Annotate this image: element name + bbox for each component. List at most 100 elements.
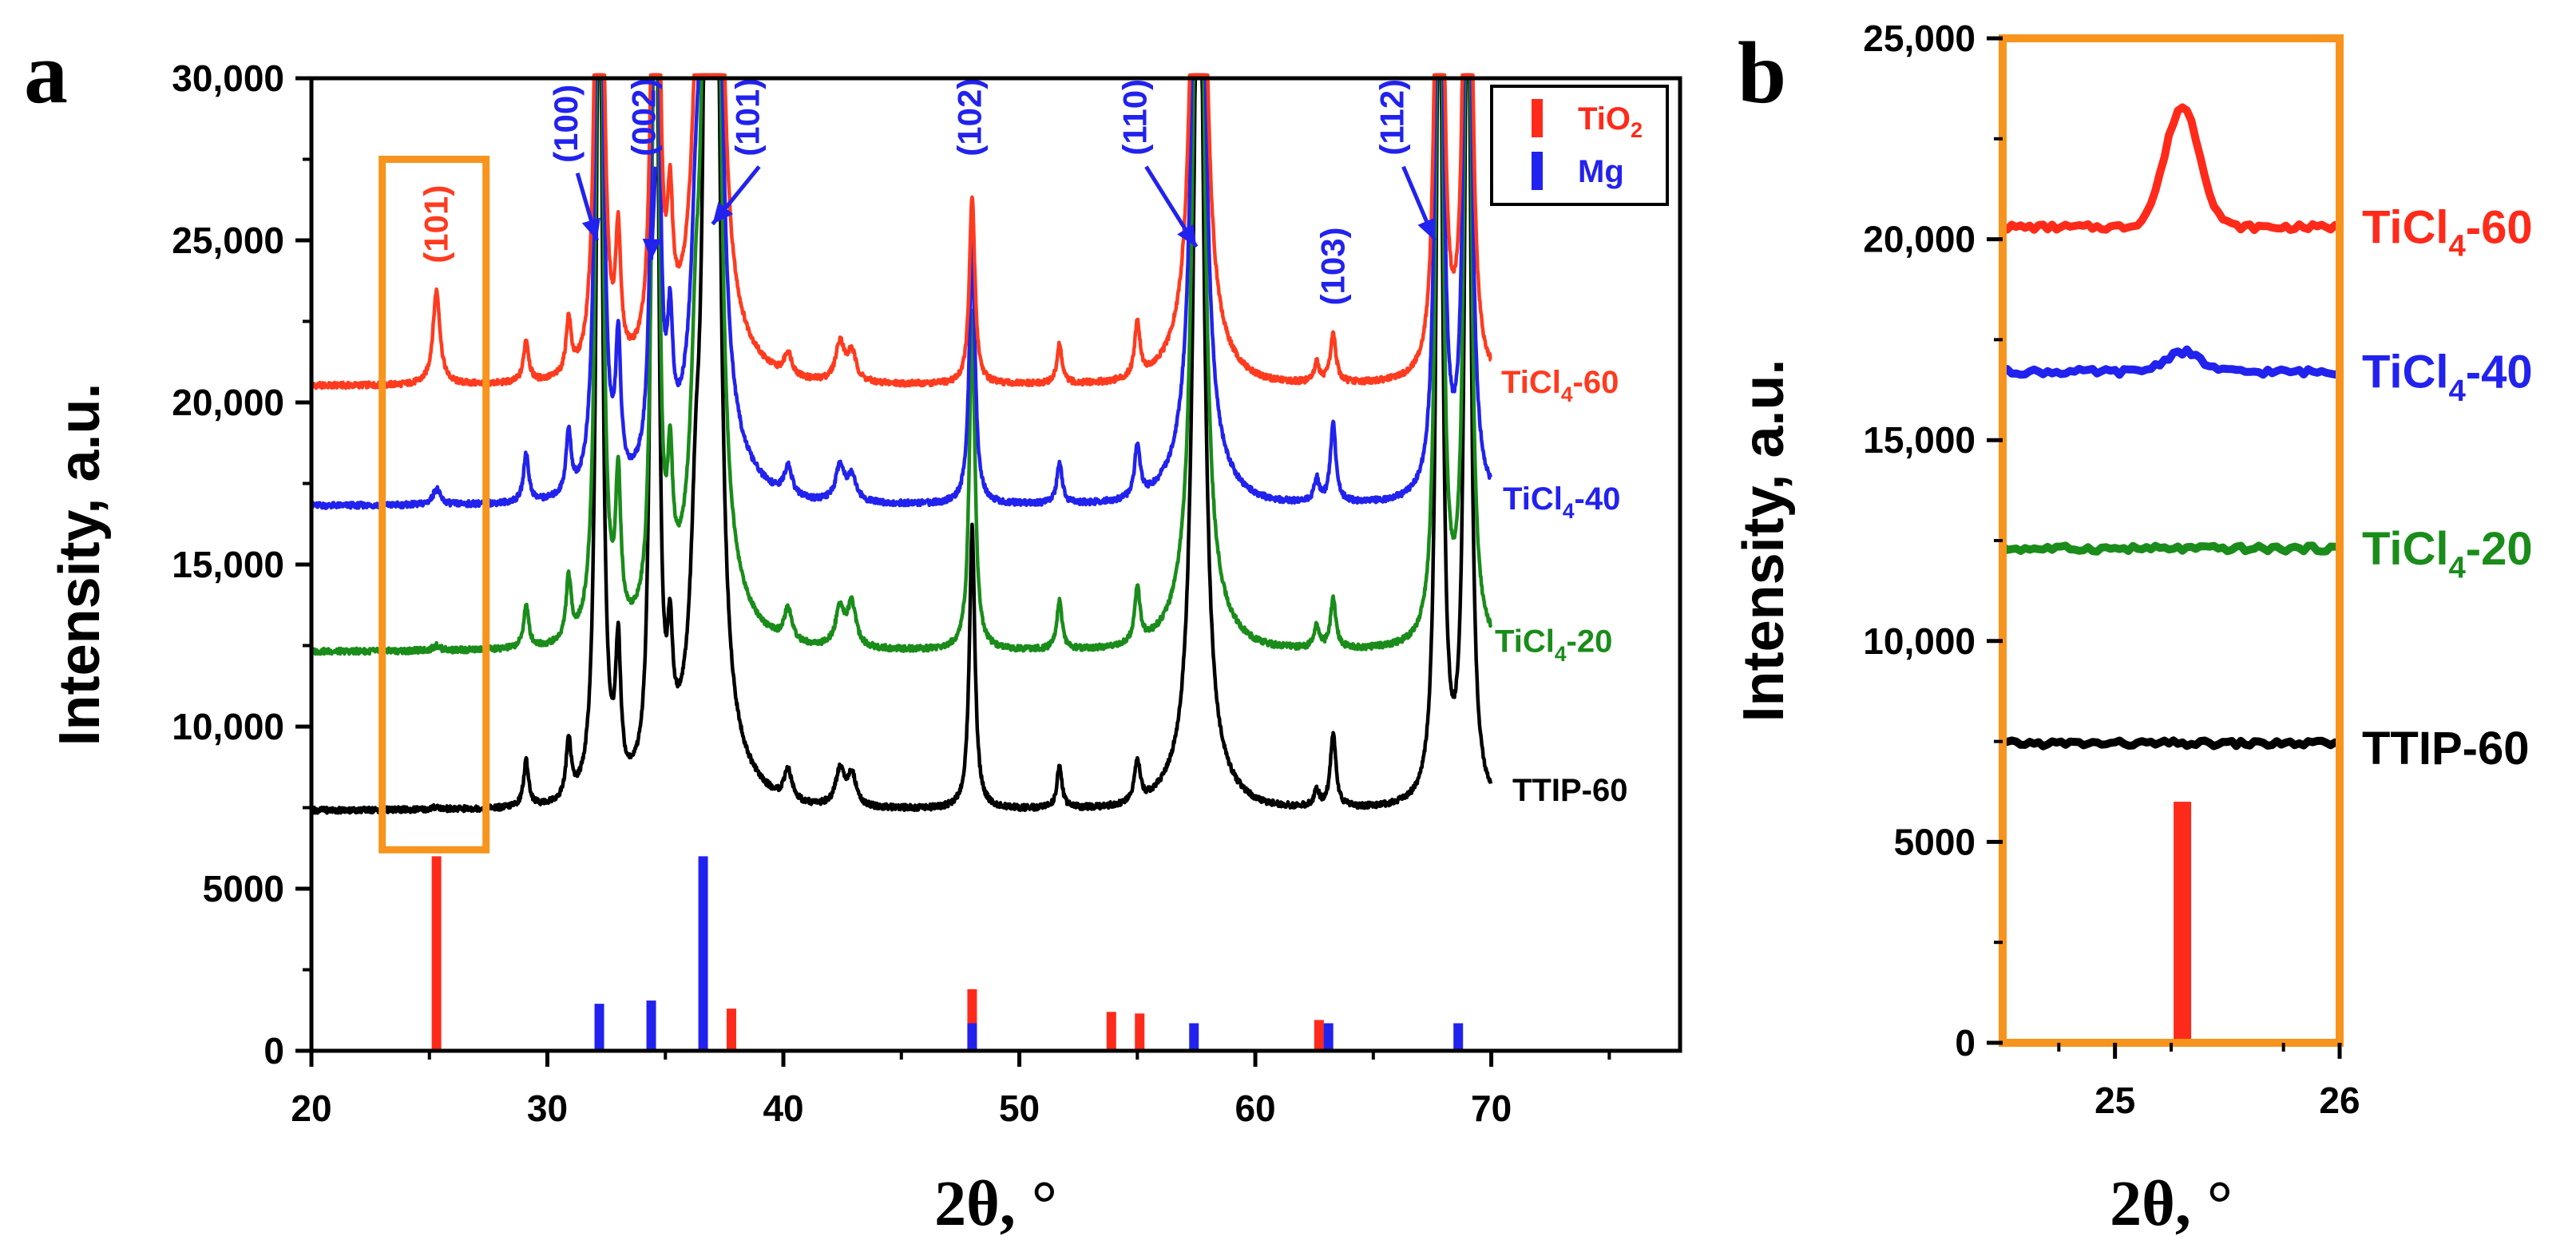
series-label-subscript: 4 bbox=[2449, 550, 2467, 584]
panel-a-reference-sticks bbox=[431, 856, 1464, 1051]
series-label-suffix: -60 bbox=[2466, 202, 2533, 254]
y-tick-label: 15,000 bbox=[172, 544, 284, 585]
hkl-annotation: (102) bbox=[950, 78, 988, 156]
series-label-subscript: 4 bbox=[1555, 642, 1567, 666]
panel-b: b 25 26 0 5000 10,000 15,000 20,000 25,000 TiCl… bbox=[1732, 18, 2533, 1239]
y-tick-label: 20,000 bbox=[172, 382, 284, 423]
arrow-head bbox=[1417, 217, 1436, 240]
series-label-main: TiCl bbox=[1495, 624, 1555, 660]
arrow-head bbox=[642, 238, 662, 260]
panel-b-axes: 25 26 0 5000 10,000 15,000 20,000 25,000 bbox=[1863, 18, 2360, 1121]
series-label-subscript: 4 bbox=[1563, 499, 1575, 523]
series-label-suffix: -40 bbox=[1575, 481, 1621, 517]
series-label-subscript: 4 bbox=[1561, 382, 1573, 406]
series-label-TTIP-60: TTIP-60 bbox=[2362, 723, 2530, 775]
x-tick-label: 20 bbox=[291, 1088, 331, 1129]
series-label-main: TTIP-60 bbox=[2362, 723, 2530, 775]
series-line-TiCl4-60 bbox=[309, 73, 1492, 390]
legend: TiO2 Mg bbox=[1490, 85, 1669, 206]
series-line-TTIP-60 bbox=[2002, 736, 2340, 751]
hkl-annotation: (112) bbox=[1373, 79, 1410, 156]
y-tick-label: 30,000 bbox=[172, 57, 284, 99]
panel-a-annotations: (101) (100) (002) (101) (102) (110) (103) (112) bbox=[418, 78, 1437, 306]
legend-label: Mg bbox=[1578, 154, 1624, 189]
reference-stick-Mg bbox=[1453, 1023, 1464, 1051]
series-label-TTIP-60: TTIP-60 bbox=[1512, 773, 1627, 808]
series-label-main: TiCl bbox=[1503, 481, 1563, 517]
arrow-head bbox=[1177, 224, 1197, 248]
x-tick-label: 30 bbox=[527, 1088, 568, 1129]
reference-stick-TiO2 bbox=[2174, 802, 2192, 1043]
panel-a-series bbox=[309, 73, 1493, 815]
y-tick-label: 10,000 bbox=[172, 706, 284, 747]
series-label-TiCl4-60: TiCl4-60 bbox=[2362, 202, 2533, 263]
y-tick-label: 5000 bbox=[1894, 821, 1976, 862]
reference-stick-TiO2 bbox=[431, 856, 442, 1051]
series-label-TiCl4-20: TiCl4-20 bbox=[2362, 523, 2533, 584]
reference-stick-Mg bbox=[967, 1023, 977, 1051]
series-label-subscript: 4 bbox=[2449, 374, 2467, 408]
legend-box bbox=[1490, 85, 1669, 206]
y-tick-label: 15,000 bbox=[1863, 419, 1976, 461]
panel-b-label: b bbox=[1738, 24, 1786, 121]
reference-stick-Mg bbox=[594, 1004, 604, 1051]
panel-a-axes: 20 30 40 50 60 70 0 5000 10,000 15,000 20,000 25,00… bbox=[172, 57, 1611, 1129]
panel-a-x-axis-title: 2θ, ° bbox=[934, 1169, 1057, 1239]
series-label-suffix: -60 bbox=[1573, 365, 1619, 400]
panel-a: a (101) (100) (002) (101) (102) (110) (103) (11… bbox=[24, 24, 1682, 1239]
series-label-main: TTIP-60 bbox=[1512, 773, 1627, 808]
series-label-main: TiCl bbox=[1501, 365, 1561, 400]
series-line-TiCl4-40 bbox=[1999, 345, 2341, 379]
series-line-TiCl4-40 bbox=[310, 73, 1493, 510]
panel-a-y-axis-title: Intensity, a.u. bbox=[48, 383, 112, 747]
reference-stick-TiO2 bbox=[1314, 1020, 1324, 1051]
x-tick-label: 40 bbox=[763, 1088, 803, 1129]
series-label-suffix: -40 bbox=[2466, 347, 2533, 398]
series-line-TiCl4-20 bbox=[1999, 541, 2340, 556]
series-label-TiCl4-40: TiCl4-40 bbox=[1503, 481, 1620, 523]
reference-stick-TiO2 bbox=[1135, 1013, 1145, 1051]
legend-swatch bbox=[1532, 99, 1543, 137]
series-label-subscript: 4 bbox=[2449, 229, 2467, 263]
x-tick-label: 26 bbox=[2319, 1080, 2360, 1121]
x-tick-label: 50 bbox=[999, 1088, 1040, 1129]
hkl-annotation: (002) bbox=[625, 78, 663, 156]
hkl-annotation: (103) bbox=[1314, 227, 1352, 305]
highlight-box bbox=[378, 156, 490, 854]
series-label-main: TiCl bbox=[2362, 202, 2449, 254]
series-label-suffix: -20 bbox=[1567, 624, 1613, 660]
hkl-annotation: (110) bbox=[1116, 79, 1153, 156]
x-tick-label: 25 bbox=[2094, 1080, 2135, 1121]
series-label-suffix: -20 bbox=[2466, 523, 2533, 575]
reference-stick-Mg bbox=[646, 1000, 656, 1051]
series-line-TiCl4-20 bbox=[310, 73, 1493, 656]
panel-b-reference-sticks bbox=[2174, 802, 2192, 1043]
reference-stick-TiO2 bbox=[727, 1008, 737, 1051]
hkl-annotation: (100) bbox=[547, 85, 585, 163]
panel-b-plot-frame bbox=[1999, 34, 2344, 1047]
panel-a-label: a bbox=[24, 24, 68, 121]
y-tick-label: 20,000 bbox=[1863, 219, 1976, 260]
series-line-TTIP-60 bbox=[309, 73, 1493, 815]
y-tick-label: 25,000 bbox=[1863, 18, 1976, 59]
reference-stick-Mg bbox=[1323, 1023, 1334, 1051]
hkl-annotation: (101) bbox=[729, 78, 767, 156]
y-tick-label: 0 bbox=[1955, 1022, 1976, 1064]
arrow-head bbox=[581, 217, 600, 240]
series-line-TiCl4-60 bbox=[2002, 103, 2343, 235]
series-label-TiCl4-20: TiCl4-20 bbox=[1495, 624, 1612, 666]
hkl-annotation: (101) bbox=[418, 185, 455, 263]
series-label-main: TiCl bbox=[2362, 523, 2449, 575]
x-tick-label: 60 bbox=[1234, 1088, 1275, 1129]
y-tick-label: 10,000 bbox=[1863, 620, 1976, 662]
reference-stick-TiO2 bbox=[1106, 1012, 1116, 1051]
reference-stick-Mg bbox=[698, 856, 708, 1051]
x-tick-label: 70 bbox=[1471, 1088, 1512, 1129]
arrow-head bbox=[712, 201, 734, 224]
y-tick-label: 0 bbox=[264, 1030, 284, 1072]
series-label-TiCl4-40: TiCl4-40 bbox=[2362, 347, 2533, 408]
reference-stick-Mg bbox=[1189, 1023, 1199, 1051]
series-label-TiCl4-60: TiCl4-60 bbox=[1501, 365, 1619, 406]
